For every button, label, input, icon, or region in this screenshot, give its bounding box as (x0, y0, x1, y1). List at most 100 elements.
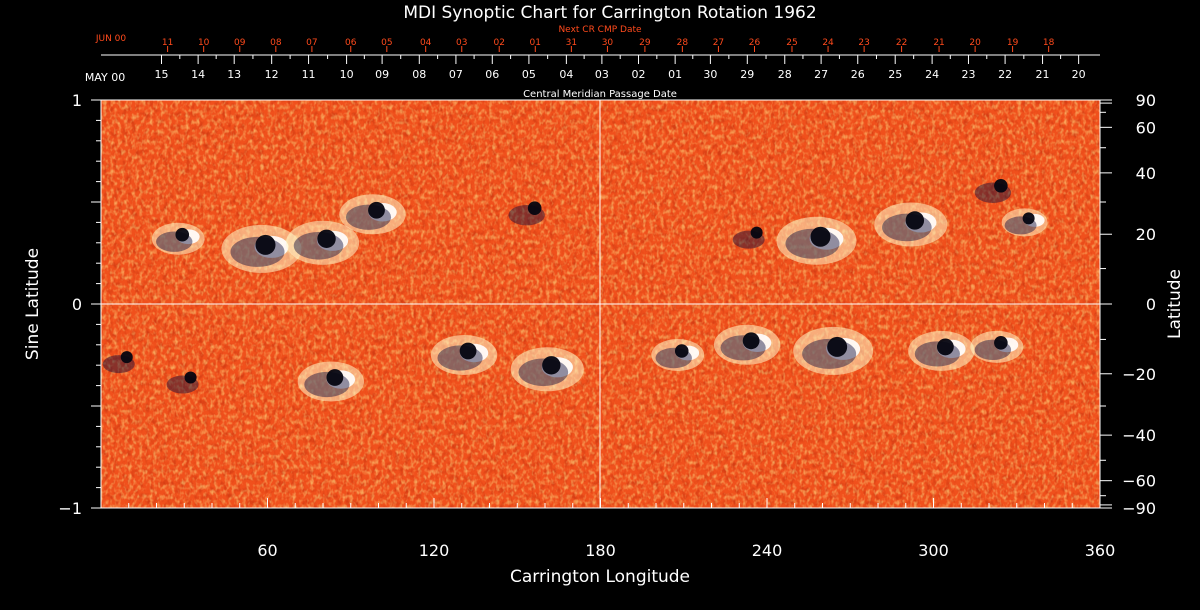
next-cmp-label: 07 (306, 38, 317, 48)
next-cmp-ticks (167, 46, 1050, 52)
negative-core (1022, 212, 1035, 225)
next-cmp-label: 09 (234, 38, 246, 48)
y-right-tick-label: 60 (1136, 118, 1156, 137)
negative-core (905, 211, 925, 230)
cmp-label: 12 (265, 68, 279, 81)
active-region (970, 330, 1024, 363)
x-tick-label: 300 (918, 541, 949, 560)
next-cmp-label: 05 (381, 38, 392, 48)
next-cmp-title: Next CR CMP Date (558, 25, 642, 35)
next-cmp-label: 02 (493, 38, 504, 48)
negative-core (827, 336, 848, 357)
active-region (166, 371, 199, 394)
next-cmp-label: 27 (713, 38, 724, 48)
active-region (151, 222, 205, 255)
cmp-label: 07 (449, 68, 463, 81)
x-axis-title: Carrington Longitude (510, 567, 690, 587)
x-tick-label: 120 (419, 541, 450, 560)
active-region (1001, 208, 1048, 237)
active-region (776, 216, 857, 265)
next-cmp-label: 23 (858, 38, 869, 48)
y-axis-left: 1 0 −1 (58, 91, 101, 518)
next-cmp-label: 01 (530, 38, 541, 48)
cmp-label: 30 (703, 68, 717, 81)
active-regions (102, 178, 1048, 402)
cmp-label: 03 (595, 68, 609, 81)
y-right-tick-label: −20 (1122, 365, 1156, 384)
next-cmp-label: 25 (786, 38, 797, 48)
y-left-tick-label: 0 (72, 295, 82, 314)
cmp-label: 09 (375, 68, 389, 81)
cmp-label: 26 (851, 68, 865, 81)
cmp-date-axis: MAY 00 15 14 13 12 11 10 09 08 07 06 05 04 03 02 01 30 2… (85, 54, 1100, 100)
y-right-tick-label: 90 (1136, 91, 1156, 110)
next-cmp-label: 24 (822, 38, 834, 48)
active-region (651, 339, 705, 371)
negative-core (810, 226, 831, 247)
active-region (793, 326, 874, 375)
negative-core (326, 369, 344, 386)
active-region (339, 194, 406, 235)
active-region (285, 220, 360, 265)
next-cmp-label: 10 (198, 38, 210, 48)
next-cmp-label: 22 (896, 38, 907, 48)
y-axis-right: 90 60 40 20 0 −20 −40 −60 −90 (1100, 91, 1156, 518)
cmp-label: 20 (1072, 68, 1086, 81)
cmp-start-label: MAY 00 (85, 71, 125, 84)
next-cmp-label: 20 (969, 38, 981, 48)
active-region (974, 178, 1012, 203)
active-region (430, 335, 498, 375)
negative-core (674, 344, 689, 358)
active-region (102, 351, 135, 374)
cmp-label: 11 (302, 68, 316, 81)
cmp-label: 14 (191, 68, 205, 81)
next-cmp-label: 11 (162, 38, 173, 48)
next-cmp-labels: 11 10 09 08 07 06 05 04 03 02 01 31 30 29 28 27 26 25 24 23… (162, 38, 1055, 48)
chart-title: MDI Synoptic Chart for Carrington Rotati… (403, 3, 816, 23)
cmp-label: 08 (412, 68, 426, 81)
next-cmp-label: 28 (677, 38, 689, 48)
cmp-axis-title: Central Meridian Passage Date (523, 89, 677, 100)
active-region (221, 224, 302, 273)
negative-core (742, 332, 760, 350)
x-tick-label: 240 (752, 541, 783, 560)
negative-core (368, 201, 385, 219)
next-cmp-label: 29 (639, 38, 651, 48)
next-cmp-label: 08 (270, 38, 282, 48)
negative-core (459, 342, 477, 360)
y-axis-left-title: Sine Latitude (23, 248, 43, 360)
next-cmp-label: 04 (420, 38, 432, 48)
cmp-label: 01 (668, 68, 682, 81)
next-cmp-label: 31 (566, 38, 577, 48)
cmp-label: 15 (154, 68, 168, 81)
y-axis-right-title: Latitude (1165, 269, 1185, 339)
cmp-label: 22 (998, 68, 1012, 81)
cmp-ticks (160, 55, 1080, 64)
cmp-labels: 15 14 13 12 11 10 09 08 07 06 05 04 03 02 01 30 29 28 27 26… (154, 68, 1085, 81)
active-region (874, 202, 948, 247)
next-cmp-label: 18 (1043, 38, 1055, 48)
x-tick-label: 360 (1085, 541, 1116, 560)
cmp-label: 24 (925, 68, 939, 81)
cmp-label: 05 (522, 68, 536, 81)
negative-core (255, 234, 276, 255)
active-region (508, 201, 545, 226)
cmp-label: 23 (961, 68, 975, 81)
next-cmp-label: 19 (1007, 38, 1019, 48)
magnetogram-map (101, 100, 1100, 508)
active-region (732, 226, 765, 249)
next-cmp-label: 26 (749, 38, 761, 48)
cmp-label: 21 (1036, 68, 1050, 81)
next-cmp-label: 30 (602, 38, 614, 48)
y-right-tick-label: −90 (1122, 499, 1156, 518)
negative-core (750, 226, 763, 239)
cmp-label: 28 (778, 68, 792, 81)
y-right-tick-label: 0 (1146, 295, 1156, 314)
y-right-tick-label: 20 (1136, 225, 1156, 244)
cmp-label: 13 (227, 68, 241, 81)
cmp-label: 04 (559, 68, 573, 81)
negative-core (184, 371, 197, 384)
active-region (908, 330, 975, 371)
x-tick-label: 180 (585, 541, 616, 560)
